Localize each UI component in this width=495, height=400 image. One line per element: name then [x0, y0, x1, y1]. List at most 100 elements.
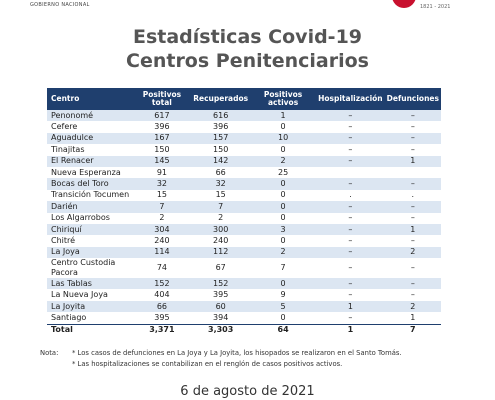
cell: .	[349, 190, 352, 200]
total-cell: 1	[316, 323, 385, 337]
column-header: Defunciones	[384, 88, 441, 110]
cell: 240	[154, 235, 170, 245]
cell: 150	[213, 144, 229, 154]
cell: 395	[154, 312, 170, 322]
cell: –	[384, 132, 441, 145]
total-cell: 7	[384, 323, 441, 337]
date: 6 de agosto de 2021	[180, 384, 315, 399]
cell: 1	[384, 223, 441, 236]
cell: 142	[191, 155, 251, 167]
cell: Centro Custodia Pacora	[51, 258, 116, 278]
table-row: La Nueva Joya 404 395 9 – –	[47, 289, 441, 300]
total-cell: 64	[250, 323, 317, 337]
subtitle: Centros Penitenciarios	[126, 50, 369, 72]
table-body: Penonomé 617 616 1– – Cefere 396 396 0– – Aguadulc…	[47, 110, 441, 324]
cell: –	[316, 155, 385, 167]
cell: 66	[215, 167, 226, 177]
table-row: La Joyita 66 60 5 1 2	[47, 300, 441, 313]
cell: –	[348, 312, 353, 322]
cell: 7	[191, 201, 251, 213]
cell: 617	[132, 110, 192, 122]
cell: 152	[132, 278, 192, 290]
cell: 15	[156, 190, 167, 200]
cell: –	[384, 278, 441, 290]
cell: Aguadulce	[47, 132, 133, 145]
cell: 2	[250, 155, 317, 167]
cell: 396	[213, 122, 229, 132]
cell: 0	[250, 278, 317, 290]
table-row: Nueva Esperanza 91 66 25	[47, 167, 441, 178]
notes: Nota: * Los casos de defunciones en La J…	[40, 348, 402, 370]
logo	[392, 0, 416, 8]
total-cell: Total	[47, 323, 133, 337]
cell: –	[316, 278, 385, 290]
cell	[316, 167, 385, 178]
cell: Bocas del Toro	[47, 178, 133, 190]
table-row: Bocas del Toro 32 32 0– –	[47, 178, 441, 190]
table-row: Tinajitas 150 150 0 – –	[47, 144, 441, 155]
cell: 2	[159, 213, 165, 223]
cell: 2	[218, 213, 224, 223]
column-header: Positivos activos	[250, 88, 317, 110]
cell: 395	[213, 290, 229, 300]
cell: Nueva Esperanza	[51, 167, 121, 177]
cell: 25	[278, 167, 289, 177]
cell: La Joya	[47, 246, 133, 259]
cell	[385, 167, 441, 178]
column-header: Centro	[47, 88, 133, 110]
notes-label: Nota:	[40, 349, 59, 357]
cell: –	[316, 223, 385, 236]
table-row: Cefere 396 396 0 – –	[47, 121, 441, 132]
cell: –	[410, 290, 415, 300]
table-row: Penonomé 617 616 1– –	[47, 110, 441, 122]
cell: 0	[280, 144, 286, 154]
cell: –	[410, 213, 415, 223]
cell: Tinajitas	[51, 144, 85, 154]
header-right: 1821 - 2021	[420, 4, 451, 10]
table-row: Transición Tocumen 15 15 0..	[47, 190, 441, 201]
cell: 1	[384, 155, 441, 167]
cell: 60	[191, 300, 251, 313]
cell: 616	[191, 110, 251, 122]
cell: Chitré	[51, 235, 76, 245]
cell: 152	[191, 278, 251, 290]
cell: 66	[132, 300, 192, 313]
cell: 10	[250, 132, 317, 145]
cell: –	[348, 122, 353, 132]
cell: 7	[132, 201, 192, 213]
cell: –	[410, 122, 415, 132]
cell: Los Algarrobos	[51, 213, 110, 223]
cell: 0	[280, 213, 286, 223]
column-header: Positivos total	[132, 88, 192, 110]
cell: 3	[250, 223, 317, 236]
cell: –	[410, 144, 415, 154]
cell: 300	[191, 223, 251, 236]
cell: 67	[215, 263, 226, 273]
total-row: Total 3,371 3,303 64 1 7	[47, 323, 441, 337]
cell: 0	[280, 312, 286, 322]
table-row: Darién 7 7 0– –	[47, 201, 441, 213]
cell: 2	[384, 300, 441, 313]
cell: 2	[250, 246, 317, 259]
table-row: Centro Custodia Pacora 74 67 7 – –	[47, 258, 441, 278]
cell: La Joyita	[47, 300, 133, 313]
cell: –	[384, 110, 441, 122]
cell: 167	[132, 132, 192, 145]
cell: 15	[215, 190, 226, 200]
cell: –	[384, 178, 441, 190]
cell: 394	[213, 312, 229, 322]
data-table: Centro Positivos total Recuperados Positivo…	[47, 88, 441, 337]
cell: 32	[191, 178, 251, 190]
table-row: Los Algarrobos 2 2 0 – –	[47, 213, 441, 224]
cell: –	[410, 263, 415, 273]
cell: La Nueva Joya	[51, 290, 108, 300]
cell: 0	[280, 190, 286, 200]
cell: Las Tablas	[47, 278, 133, 290]
header-left: GOBIERNO NACIONAL	[30, 2, 90, 8]
cell: –	[348, 144, 353, 154]
cell: 0	[280, 235, 286, 245]
cell: 1	[250, 110, 317, 122]
cell: –	[316, 132, 385, 145]
cell: 114	[132, 246, 192, 259]
